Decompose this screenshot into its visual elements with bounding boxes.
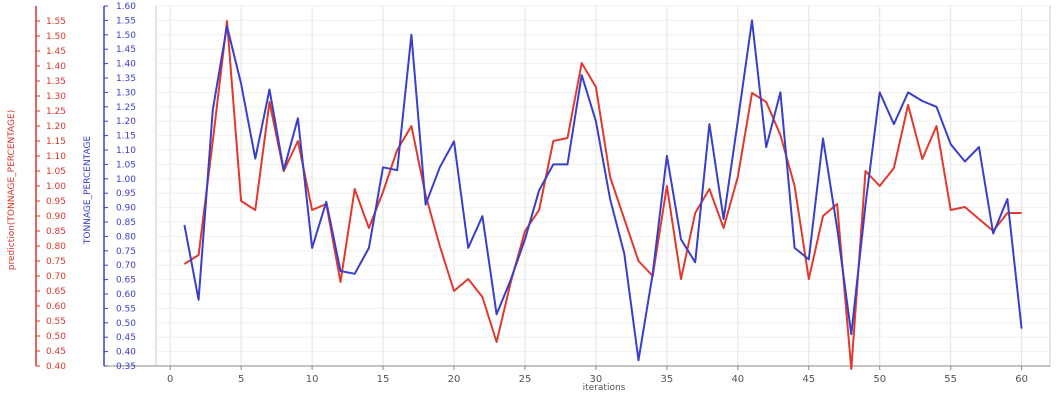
x-tick-label: 55 xyxy=(944,374,957,385)
blue-tick-label: 0.55 xyxy=(116,304,136,314)
left-tick-label: 0.50 xyxy=(46,332,66,342)
left-tick-label: 0.90 xyxy=(46,212,66,222)
blue-tick-label: 1.00 xyxy=(116,175,136,185)
x-tick-label: 20 xyxy=(448,374,461,385)
blue-tick-label: 0.85 xyxy=(116,218,136,228)
left-tick-label: 0.55 xyxy=(46,317,66,327)
x-tick-label: 40 xyxy=(731,374,744,385)
series-line-prediction xyxy=(183,20,1022,370)
x-tick-label: 50 xyxy=(873,374,886,385)
series xyxy=(183,19,1023,370)
x-tick-label: 35 xyxy=(660,374,673,385)
blue-tick-label: 1.20 xyxy=(116,117,136,127)
left-tick-label: 1.55 xyxy=(46,17,66,27)
blue-tick-label: 0.45 xyxy=(116,333,136,343)
left-tick-label: 1.10 xyxy=(46,152,66,162)
blue-tick-label: 1.40 xyxy=(116,60,136,70)
x-tick-label: 30 xyxy=(590,374,603,385)
x-tick-label: 60 xyxy=(1015,374,1028,385)
left-tick-label: 1.00 xyxy=(46,182,66,192)
blue-tick-label: 0.60 xyxy=(116,290,136,300)
ticks: 0 5 10 15 20 25 30 35 40 45 50 55 60 0.40 0.45 0.50 0.55… xyxy=(36,2,1028,385)
left-tick-label: 0.60 xyxy=(46,302,66,312)
left-tick-label: 0.40 xyxy=(46,362,66,372)
left-tick-label: 1.15 xyxy=(46,137,66,147)
x-tick-label: 5 xyxy=(238,374,244,385)
blue-tick-label: 1.35 xyxy=(116,74,136,84)
series-line-actual xyxy=(183,19,1023,362)
left-tick-label: 1.40 xyxy=(46,62,66,72)
blue-tick-label: 0.50 xyxy=(116,319,136,329)
blue-tick-label: 1.15 xyxy=(116,132,136,142)
blue-tick-label: 0.35 xyxy=(116,362,136,372)
y-axis-title-left: prediction(TONNAGE_PERCENTAGE) xyxy=(7,110,17,270)
left-tick-label: 0.95 xyxy=(46,197,66,207)
left-tick-label: 1.45 xyxy=(46,47,66,57)
x-axis-title: iterations xyxy=(583,383,626,393)
x-tick-label: 0 xyxy=(167,374,173,385)
x-tick-label: 15 xyxy=(377,374,390,385)
left-tick-label: 0.65 xyxy=(46,287,66,297)
blue-tick-label: 1.50 xyxy=(116,31,136,41)
left-tick-label: 0.45 xyxy=(46,347,66,357)
left-tick-label: 0.80 xyxy=(46,242,66,252)
blue-tick-label: 1.05 xyxy=(116,160,136,170)
blue-tick-label: 0.90 xyxy=(116,204,136,214)
left-tick-label: 1.30 xyxy=(46,92,66,102)
left-tick-label: 1.05 xyxy=(46,167,66,177)
blue-tick-label: 0.70 xyxy=(116,261,136,271)
blue-tick-label: 0.75 xyxy=(116,247,136,257)
blue-tick-label: 1.55 xyxy=(116,16,136,26)
x-tick-label: 45 xyxy=(802,374,815,385)
x-tick-label: 25 xyxy=(519,374,532,385)
blue-tick-label: 1.60 xyxy=(116,2,136,12)
left-tick-label: 0.75 xyxy=(46,257,66,267)
left-tick-label: 0.70 xyxy=(46,272,66,282)
left-tick-label: 1.20 xyxy=(46,122,66,132)
left-tick-label: 1.35 xyxy=(46,77,66,87)
blue-tick-label: 1.45 xyxy=(116,45,136,55)
x-tick-label: 10 xyxy=(306,374,319,385)
left-tick-label: 1.25 xyxy=(46,107,66,117)
blue-tick-label: 0.80 xyxy=(116,232,136,242)
blue-tick-label: 1.25 xyxy=(116,103,136,113)
blue-tick-label: 0.65 xyxy=(116,276,136,286)
grid xyxy=(155,5,1051,367)
blue-tick-label: 0.40 xyxy=(116,348,136,358)
left-tick-label: 1.50 xyxy=(46,32,66,42)
y-axis-title-right: TONNAGE_PERCENTAGE xyxy=(83,136,93,246)
blue-tick-label: 0.95 xyxy=(116,189,136,199)
plot-area xyxy=(155,5,1051,367)
left-tick-label: 0.85 xyxy=(46,227,66,237)
blue-tick-label: 1.30 xyxy=(116,88,136,98)
blue-tick-label: 1.10 xyxy=(116,146,136,156)
